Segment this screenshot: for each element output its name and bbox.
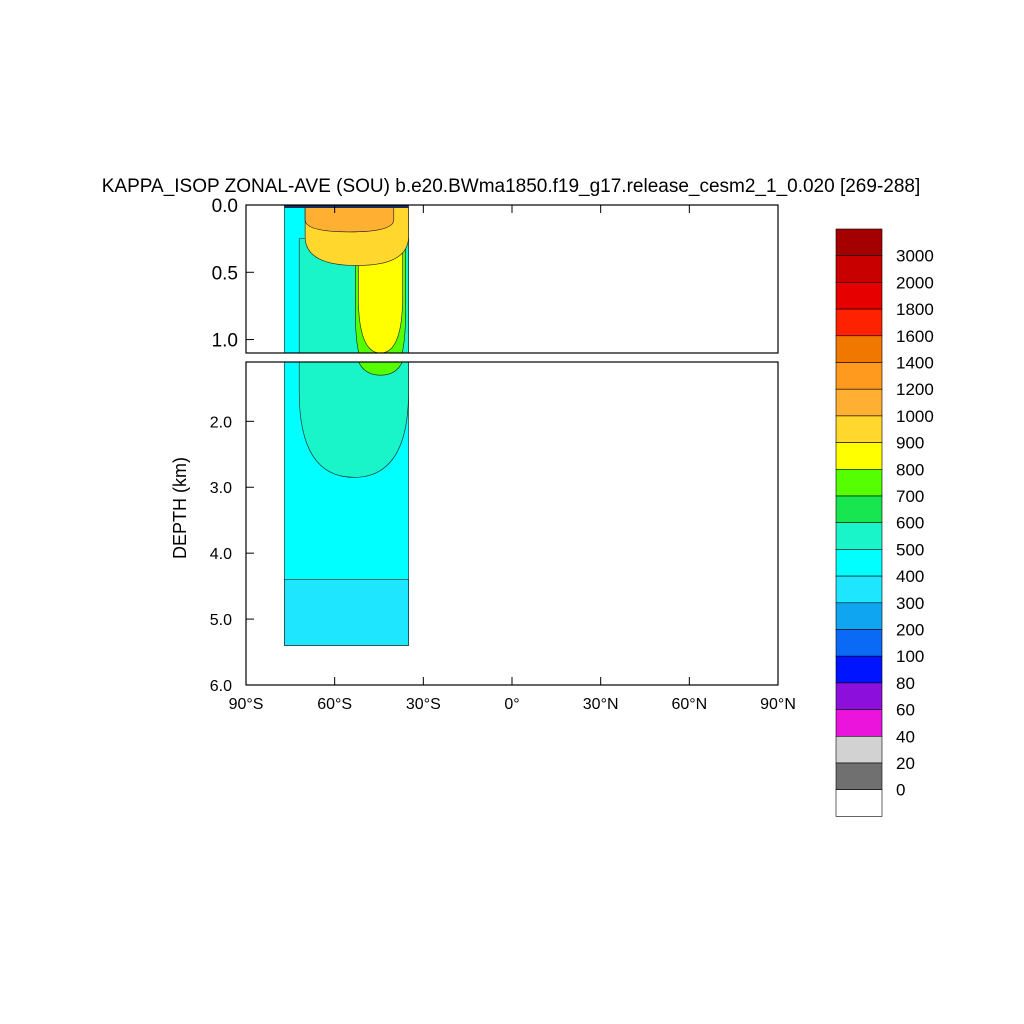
colorbar-label: 80 bbox=[896, 674, 915, 693]
y-tick-label: 6.0 bbox=[210, 678, 232, 695]
x-tick-label: 90°S bbox=[229, 696, 264, 713]
y-tick-label: 1.0 bbox=[212, 331, 238, 352]
colorbar-swatch bbox=[835, 682, 883, 710]
colorbar-swatch bbox=[835, 549, 883, 577]
colorbar-label: 3000 bbox=[896, 247, 934, 266]
colorbar-swatch bbox=[835, 522, 883, 550]
colorbar-label: 100 bbox=[896, 647, 924, 666]
colorbar-swatch bbox=[835, 762, 883, 791]
y-tick-label: 3.0 bbox=[210, 480, 232, 497]
colorbar-label: 1600 bbox=[896, 327, 934, 346]
colorbar-swatch bbox=[835, 335, 883, 363]
x-tick-label: 60°S bbox=[317, 696, 352, 713]
colorbar-label: 800 bbox=[896, 460, 924, 479]
colorbar-label: 0 bbox=[896, 781, 905, 800]
colorbar-swatch bbox=[835, 282, 883, 310]
colorbar-label: 900 bbox=[896, 434, 924, 453]
colorbar-label: 600 bbox=[896, 514, 924, 533]
colorbar-label: 200 bbox=[896, 621, 924, 640]
contour-band-800-bottom bbox=[358, 362, 403, 376]
y-tick-label: 5.0 bbox=[210, 612, 232, 629]
colorbar-swatch bbox=[835, 709, 883, 737]
x-tick-label: 0° bbox=[504, 696, 519, 713]
colorbar-label: 2000 bbox=[896, 273, 934, 292]
colorbar-label: 500 bbox=[896, 540, 924, 559]
colorbar-swatch bbox=[835, 575, 883, 604]
colorbar-swatch bbox=[835, 308, 883, 337]
colorbar-swatch bbox=[835, 602, 883, 630]
contour-band-1200-top bbox=[304, 207, 395, 233]
x-tick-label: 60°N bbox=[671, 696, 707, 713]
colorbar-swatch bbox=[835, 789, 883, 817]
colorbar-label: 1000 bbox=[896, 407, 934, 426]
x-tick-label: 30°S bbox=[406, 696, 441, 713]
colorbar-swatch bbox=[835, 388, 883, 417]
colorbar-swatch bbox=[835, 655, 883, 684]
colorbar-swatch bbox=[835, 629, 883, 657]
colorbar-label: 1400 bbox=[896, 354, 934, 373]
y-tick-label: 0.0 bbox=[212, 196, 238, 217]
bottom-panel bbox=[284, 362, 409, 646]
colorbar-swatch bbox=[835, 468, 883, 497]
colorbar-label: 60 bbox=[896, 701, 915, 720]
colorbar-label: 400 bbox=[896, 567, 924, 586]
top-panel bbox=[284, 205, 409, 932]
chart-title: KAPPA_ISOP ZONAL-AVE (SOU) b.e20.BWma185… bbox=[102, 176, 921, 197]
colorbar-swatch bbox=[835, 495, 883, 524]
colorbar-label: 1200 bbox=[896, 380, 934, 399]
colorbar-label: 300 bbox=[896, 594, 924, 613]
y-axis-title: DEPTH (km) bbox=[170, 457, 190, 559]
contour-band-600-bottom bbox=[298, 362, 409, 478]
colorbar: 3000200018001600140012001000900800700600… bbox=[835, 228, 934, 817]
colorbar-swatch bbox=[835, 362, 883, 390]
colorbar-label: 20 bbox=[896, 754, 915, 773]
x-tick-label: 30°N bbox=[583, 696, 619, 713]
x-axis: 90°S 60°S 30°S 0° 30°N 60°N 90°N bbox=[229, 205, 796, 713]
y-tick-label: 4.0 bbox=[210, 546, 232, 563]
contour-band-400-bottom bbox=[284, 579, 409, 646]
colorbar-swatch bbox=[835, 415, 883, 443]
colorbar-label: 40 bbox=[896, 727, 915, 746]
colorbar-swatch bbox=[835, 255, 883, 283]
colorbar-label: 700 bbox=[896, 487, 924, 506]
colorbar-label: 1800 bbox=[896, 300, 934, 319]
colorbar-swatch bbox=[835, 228, 883, 257]
surface-layer bbox=[284, 205, 409, 208]
x-tick-label: 90°N bbox=[760, 696, 796, 713]
contour-band-400-top bbox=[284, 797, 408, 932]
colorbar-swatch bbox=[835, 442, 883, 470]
y-axis: 0.0 0.5 1.0 2.0 3.0 4.0 5.0 6.0 bbox=[210, 196, 254, 695]
colorbar-swatch bbox=[835, 735, 883, 764]
y-tick-label: 2.0 bbox=[210, 414, 232, 431]
y-tick-label: 0.5 bbox=[212, 263, 238, 284]
